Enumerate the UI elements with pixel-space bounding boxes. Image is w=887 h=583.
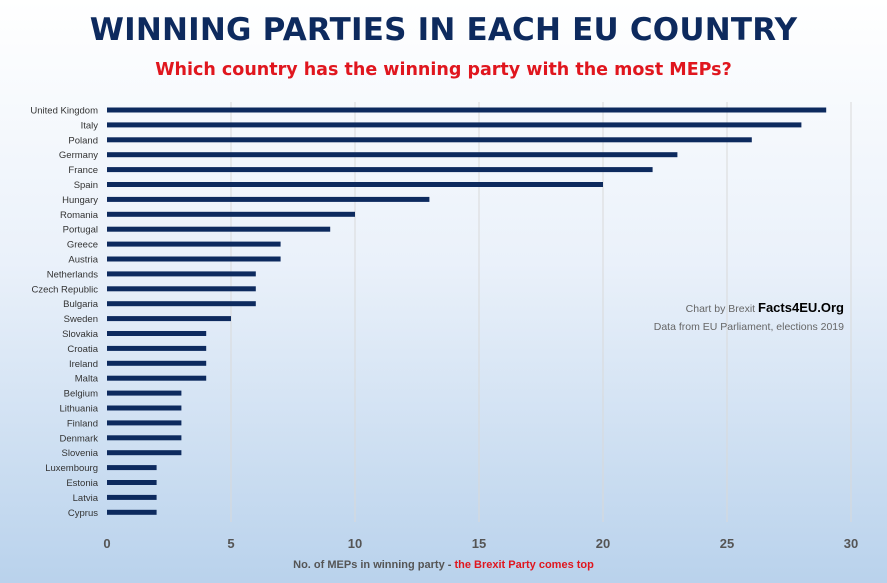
- x-tick-label: 15: [472, 536, 486, 551]
- category-label: Sweden: [64, 314, 98, 325]
- bar: [107, 509, 157, 515]
- chart-subtitle: Which country has the winning party with…: [155, 60, 732, 80]
- category-label: Hungary: [62, 195, 98, 206]
- bar: [107, 375, 207, 381]
- bar: [107, 345, 207, 351]
- x-tick-label: 20: [596, 536, 610, 551]
- category-label: Portugal: [63, 225, 98, 236]
- category-label: Luxembourg: [45, 463, 98, 474]
- category-label: Finland: [67, 418, 98, 429]
- x-tick-label: 10: [348, 536, 362, 551]
- bar: [107, 286, 256, 292]
- category-label: France: [68, 165, 98, 176]
- bar: [107, 405, 182, 411]
- category-label: Belgium: [64, 389, 98, 400]
- x-tick-labels: 0 5 10 15 20 25 30: [103, 536, 858, 551]
- category-label: Spain: [74, 180, 98, 191]
- gridlines: [230, 102, 852, 522]
- chart-title: WINNING PARTIES IN EACH EU COUNTRY: [89, 12, 798, 48]
- bar: [107, 122, 802, 128]
- category-label: Latvia: [73, 493, 99, 504]
- category-label: Lithuania: [59, 404, 98, 415]
- bar: [107, 360, 207, 366]
- category-labels: United Kingdom Italy Poland Germany France Sp…: [30, 106, 98, 519]
- bar: [107, 271, 256, 277]
- category-label: Italy: [81, 120, 99, 131]
- category-label: Germany: [59, 150, 98, 161]
- category-label: United Kingdom: [30, 106, 98, 117]
- credit-prefix: Chart by Brexit: [685, 303, 756, 315]
- bar: [107, 316, 231, 322]
- bar: [107, 256, 281, 262]
- category-label: Greece: [67, 240, 98, 251]
- x-axis-label: No. of MEPs in winning party - the Brexi…: [0, 559, 887, 571]
- chart-credit: Chart by Brexit Facts4EU.Org Data from E…: [654, 299, 844, 336]
- category-label: Slovakia: [62, 329, 99, 340]
- bar: [107, 137, 752, 143]
- category-label: Romania: [60, 210, 99, 221]
- category-label: Poland: [68, 135, 98, 146]
- bar: [107, 450, 182, 456]
- bar: [107, 331, 207, 336]
- x-axis-label-accent: the Brexit Party comes top: [454, 559, 594, 571]
- bar: [107, 107, 827, 113]
- credit-source: Data from EU Parliament, elections 2019: [653, 321, 844, 333]
- bar: [107, 494, 157, 500]
- bar: [107, 465, 157, 471]
- bar: [107, 241, 281, 247]
- bar: [107, 226, 331, 232]
- category-label: Austria: [68, 255, 98, 266]
- bar: [107, 196, 430, 202]
- bar: [107, 301, 256, 307]
- bars: [107, 107, 827, 515]
- category-label: Denmark: [59, 433, 98, 444]
- x-tick-label: 0: [103, 536, 110, 551]
- category-label: Czech Republic: [31, 284, 98, 295]
- x-tick-label: 30: [844, 536, 858, 551]
- category-label: Ireland: [69, 359, 98, 370]
- category-label: Croatia: [67, 344, 98, 355]
- credit-brand: Facts4EU.Org: [758, 300, 844, 315]
- bar: [107, 435, 182, 441]
- bar: [107, 211, 355, 217]
- category-label: Cyprus: [68, 508, 98, 519]
- bar: [107, 390, 182, 396]
- category-label: Malta: [75, 374, 99, 385]
- bar: [107, 167, 653, 173]
- category-label: Netherlands: [47, 269, 98, 280]
- bar: [107, 152, 678, 158]
- bar: [107, 182, 603, 187]
- bar: [107, 420, 182, 426]
- x-axis-label-main: No. of MEPs in winning party -: [293, 559, 455, 571]
- category-label: Bulgaria: [63, 299, 99, 310]
- x-tick-label: 5: [227, 536, 234, 551]
- category-label: Estonia: [66, 478, 98, 489]
- bar: [107, 480, 157, 485]
- category-label: Slovenia: [62, 448, 99, 459]
- x-tick-label: 25: [720, 536, 734, 551]
